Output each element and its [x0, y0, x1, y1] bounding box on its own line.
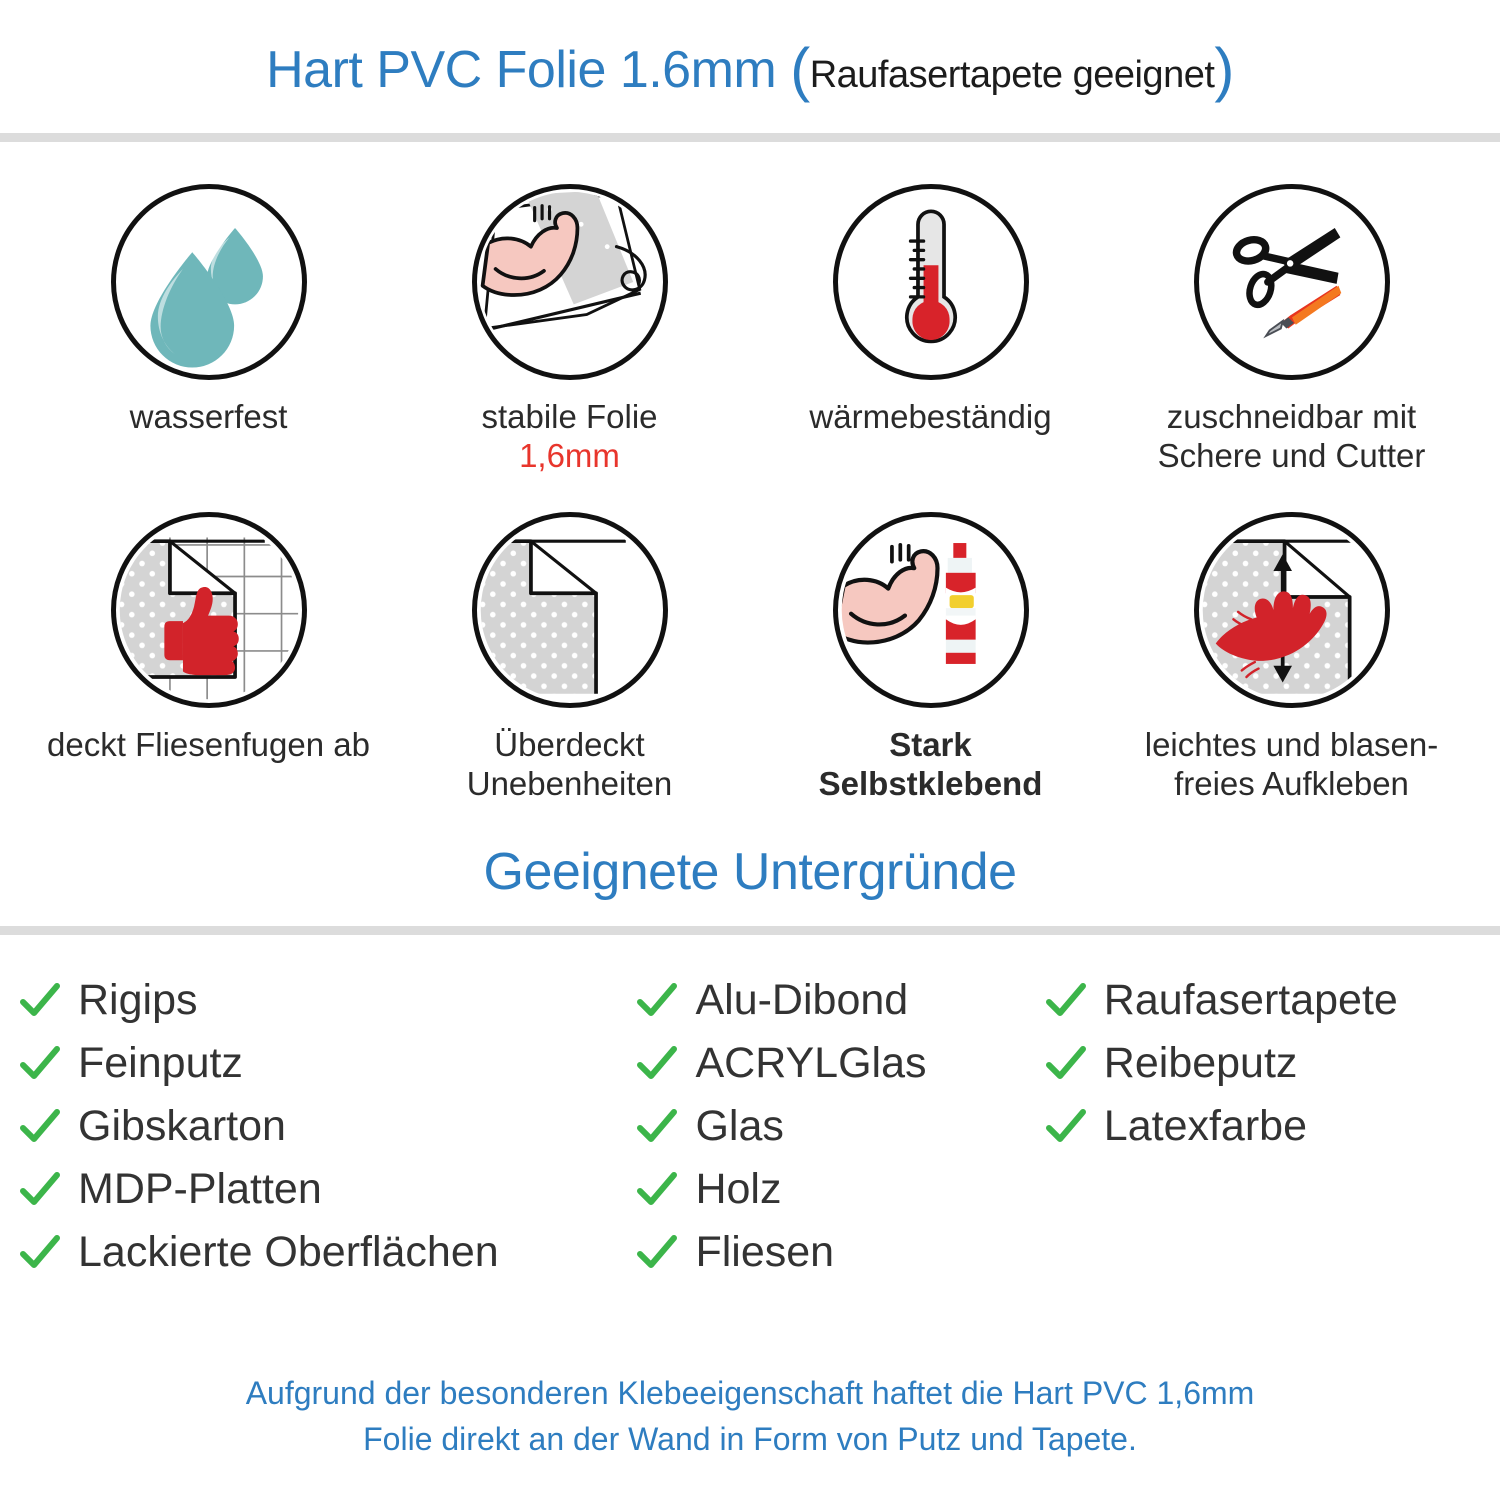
list-item-label: Latexfarbe — [1103, 1101, 1307, 1150]
list-item-label: Feinputz — [78, 1038, 243, 1087]
list-item: Holz — [635, 1158, 1043, 1221]
title-paren-close: ) — [1214, 36, 1234, 103]
check-icon — [1045, 1109, 1086, 1143]
feature-caption-line1: zuschneidbar mit — [1166, 398, 1417, 435]
check-icon — [1045, 1046, 1086, 1080]
check-icon — [20, 983, 60, 1017]
page-title-sub: Raufasertapete geeignet — [809, 54, 1215, 96]
feature-caption-line2: Unebenheiten — [466, 764, 673, 802]
feature-caption: Stark Selbstklebend — [819, 726, 1043, 804]
check-icon — [20, 1046, 60, 1080]
substrate-column-3: Raufasertapete Reibeputz Latexfarbe — [1044, 969, 1482, 1284]
list-item-label: Fliesen — [695, 1227, 835, 1276]
feature-caption: leichtes und blasen- freies Aufkleben — [1145, 726, 1439, 804]
feature-caption-text: stabile Folie — [481, 398, 658, 435]
feature-caption-accent: 1,6mm — [519, 436, 620, 474]
feature-caption: wärmebeständig — [809, 398, 1052, 435]
check-icon — [637, 1172, 678, 1206]
divider-top — [0, 133, 1500, 142]
feature-caption-line1: Überdeckt — [494, 725, 645, 763]
divider-bottom — [0, 925, 1500, 935]
feature-caption-line1: Stark — [889, 725, 972, 763]
feature-caption: Überdeckt Unebenheiten — [467, 726, 673, 804]
feature-caption-line2: Selbstklebend — [818, 764, 1043, 802]
foil-peel-corner-icon — [471, 511, 668, 708]
water-drops-icon — [110, 184, 307, 380]
footer-note-line1: Aufgrund der besonderen Klebeeigenschaft… — [245, 1375, 1255, 1412]
feature-caption: stabile Folie 1,6mm — [481, 398, 657, 476]
list-item: ACRYLGlas — [635, 1032, 1043, 1095]
list-item-label: Lackierte Oberflächen — [78, 1227, 499, 1276]
scissors-cutter-icon — [1193, 184, 1390, 380]
feature-grid: wasserfest — [0, 142, 1500, 804]
list-item-label: Holz — [695, 1164, 782, 1213]
check-icon — [20, 1172, 60, 1206]
list-item: Fliesen — [635, 1221, 1043, 1284]
list-item: Feinputz — [18, 1032, 635, 1095]
list-item: Alu-Dibond — [635, 969, 1043, 1032]
list-item: Lackierte Oberflächen — [18, 1221, 635, 1284]
title-paren-open: ( — [790, 36, 810, 103]
substrate-column-2: Alu-Dibond ACRYLGlas Glas Holz Fliesen — [635, 969, 1043, 1284]
check-icon — [637, 983, 678, 1017]
section-heading-untergruende: Geeignete Untergründe — [483, 842, 1018, 901]
check-icon — [20, 1235, 60, 1269]
strong-arm-glue-tube-icon — [832, 511, 1029, 708]
check-icon — [637, 1109, 678, 1143]
list-item: Gibskarton — [18, 1095, 635, 1158]
list-item-label: Alu-Dibond — [695, 975, 909, 1024]
feature-blasenfrei: leichtes und blasen- freies Aufkleben — [1111, 511, 1472, 804]
feature-stabile-folie: stabile Folie 1,6mm — [389, 184, 750, 476]
substrate-list: Rigips Feinputz Gibskarton MDP-Platten L… — [0, 935, 1500, 1284]
list-item: Reibeputz — [1044, 1032, 1482, 1095]
check-icon — [1045, 983, 1086, 1017]
list-item-label: Reibeputz — [1103, 1038, 1298, 1087]
list-item-label: Glas — [695, 1101, 784, 1150]
list-item: MDP-Platten — [18, 1158, 635, 1221]
smoothing-hand-icon — [1193, 511, 1390, 708]
feature-selbstklebend: Stark Selbstklebend — [750, 511, 1111, 804]
list-item-label: MDP-Platten — [78, 1164, 322, 1213]
feature-wasserfest: wasserfest — [28, 184, 389, 476]
thermometer-icon — [832, 184, 1029, 380]
check-icon — [20, 1109, 60, 1143]
feature-fliesenfugen: deckt Fliesenfugen ab — [28, 511, 389, 804]
footer-note-line2: Folie direkt an der Wand in Form von Put… — [363, 1420, 1137, 1457]
list-item: Glas — [635, 1095, 1043, 1158]
page-header: Hart PVC Folie 1.6mm (Raufasertapete gee… — [0, 0, 1500, 133]
feature-caption: deckt Fliesenfugen ab — [47, 725, 370, 763]
feature-caption-line2: Schere und Cutter — [1157, 436, 1426, 474]
page-title: Hart PVC Folie 1.6mm (Raufasertapete gee… — [266, 35, 1234, 104]
feature-ueberdeckt: Überdeckt Unebenheiten — [389, 511, 750, 804]
strong-arm-foil-roll-icon — [471, 184, 668, 380]
list-item-label: Raufasertapete — [1103, 975, 1398, 1024]
feature-caption-line2: freies Aufkleben — [1174, 764, 1409, 802]
thumbs-up-tile-foil-icon — [110, 511, 307, 708]
substrate-column-1: Rigips Feinputz Gibskarton MDP-Platten L… — [18, 969, 635, 1284]
footer-note: Aufgrund der besonderen Klebeeigenschaft… — [0, 1371, 1500, 1462]
feature-zuschneidbar: zuschneidbar mit Schere und Cutter — [1111, 184, 1472, 476]
list-item: Latexfarbe — [1044, 1095, 1482, 1158]
feature-caption: wasserfest — [129, 398, 288, 435]
list-item-label: Rigips — [78, 975, 198, 1024]
check-icon — [637, 1046, 678, 1080]
list-item-label: ACRYLGlas — [695, 1038, 927, 1087]
list-item-label: Gibskarton — [78, 1101, 286, 1150]
page-title-main: Hart PVC Folie 1.6mm — [266, 41, 777, 99]
list-item: Rigips — [18, 969, 635, 1032]
feature-waermebestaendig: wärmebeständig — [750, 184, 1111, 476]
feature-caption: zuschneidbar mit Schere und Cutter — [1158, 398, 1426, 476]
feature-caption-line1: leichtes und blasen- — [1144, 725, 1439, 763]
list-item: Raufasertapete — [1044, 969, 1482, 1032]
check-icon — [637, 1235, 678, 1269]
